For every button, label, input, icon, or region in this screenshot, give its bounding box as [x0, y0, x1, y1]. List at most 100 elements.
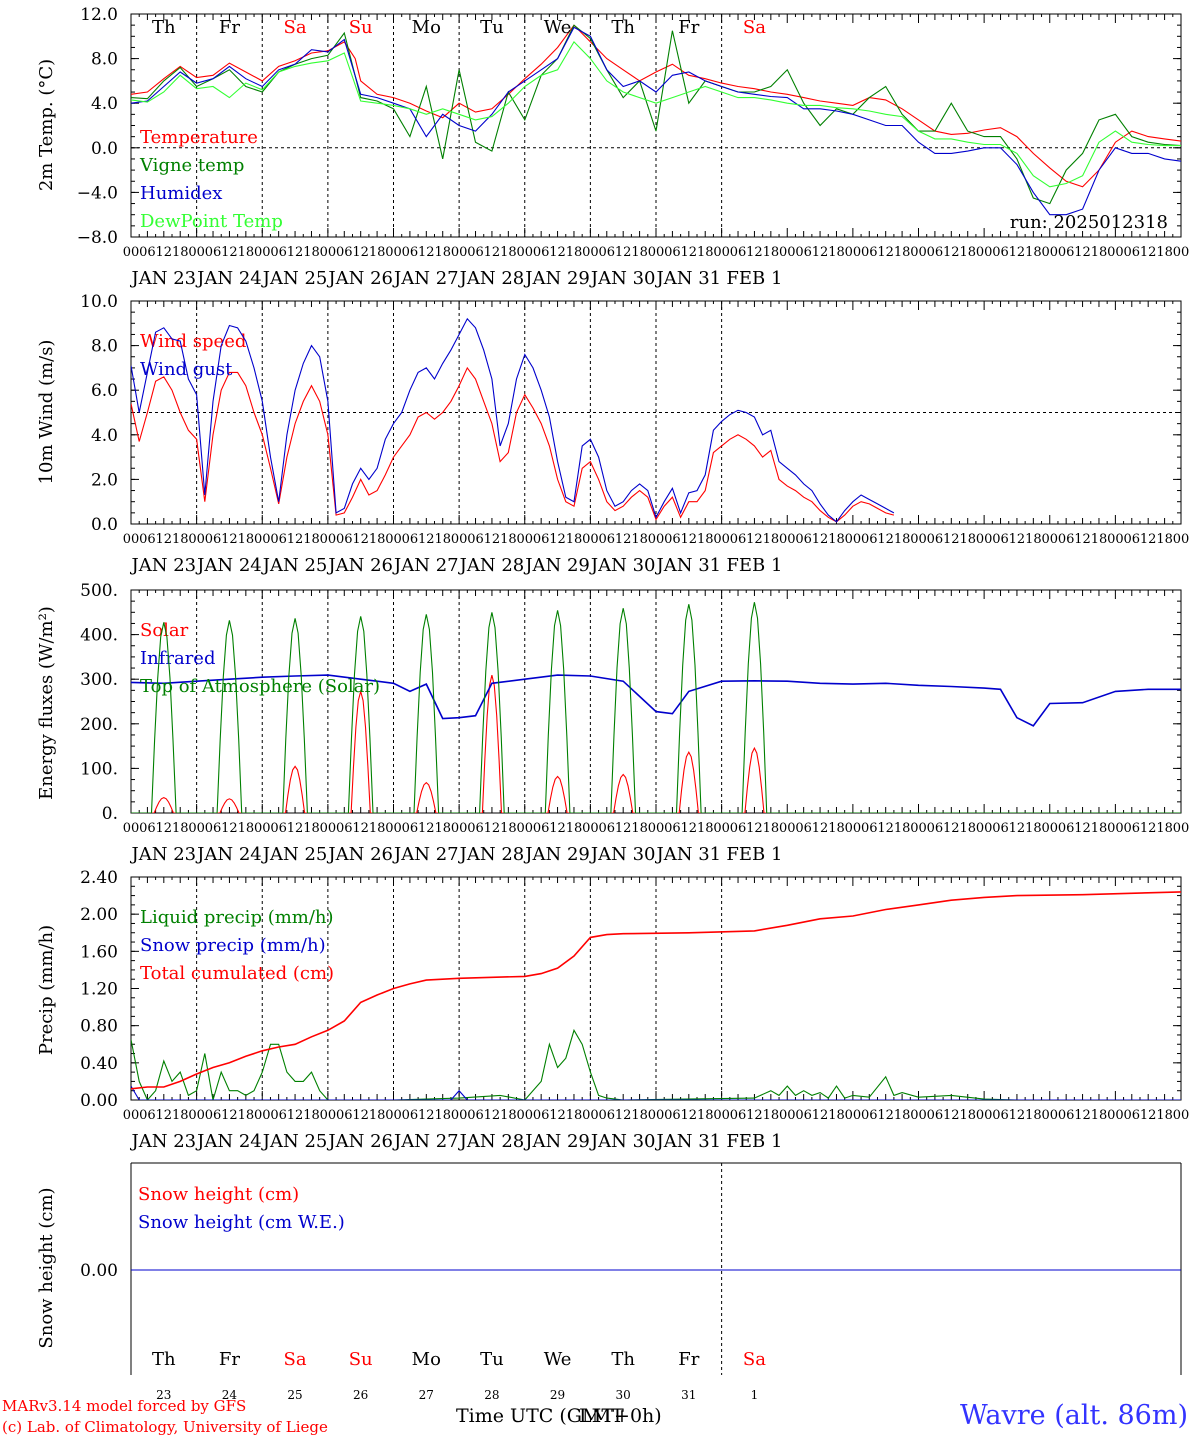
x-hour-label: 06: [664, 532, 681, 547]
x-hour-label: 18: [566, 1108, 583, 1123]
x-hour-label: 06: [336, 245, 353, 260]
x-hour-label: 12: [812, 245, 829, 260]
x-date-label: FEB 1: [726, 555, 782, 576]
x-hour-label: 06: [664, 821, 681, 836]
x-hour-label: 06: [139, 532, 156, 547]
x-date-label: JAN 26: [326, 555, 393, 576]
x-date-label: JAN 29: [523, 555, 590, 576]
x-hour-label: 12: [877, 1108, 894, 1123]
x-hour-label: 00: [845, 532, 862, 547]
x-hour-label: 12: [681, 821, 698, 836]
x-hour-label: 12: [681, 245, 698, 260]
x-hour-label: 00: [1173, 532, 1190, 547]
x-hour-label: 12: [1009, 532, 1026, 547]
x-hour-label: 18: [500, 1108, 517, 1123]
x-date-label: JAN 31: [655, 1131, 722, 1152]
x-date-label: JAN 26: [326, 268, 393, 289]
x-hour-label: 00: [976, 1108, 993, 1123]
x-date-label: JAN 25: [261, 844, 328, 865]
legend-entry: Infrared: [140, 648, 215, 669]
x-date-label: JAN 26: [326, 1131, 393, 1152]
x-hour-label: 00: [123, 821, 140, 836]
panel-5: 0.00 Snow height (cm) Snow height (cm) Snow…: [36, 1162, 1182, 1402]
day-name-label: Th: [152, 17, 176, 38]
x-hour-label: 18: [1156, 821, 1173, 836]
x-hour-label: 18: [894, 532, 911, 547]
x-date-label: JAN 27: [392, 555, 459, 576]
y-axis-label: Precip (mm/h): [36, 925, 57, 1055]
x-hour-label: 00: [1107, 1108, 1124, 1123]
x-hour-label: 18: [172, 1108, 189, 1123]
day-name-label: Sa: [743, 17, 766, 38]
x-hour-label: 00: [320, 532, 337, 547]
x-hour-label: 00: [1107, 821, 1124, 836]
x-hour-label: 12: [418, 1108, 435, 1123]
x-hour-label: 18: [1025, 821, 1042, 836]
x-hour-label: 12: [352, 532, 369, 547]
x-hour-label: 18: [828, 245, 845, 260]
x-hour-label: 06: [795, 532, 812, 547]
x-hour-label: 18: [303, 821, 320, 836]
x-date-label: FEB 1: [726, 1131, 782, 1152]
x-hour-label: 00: [385, 1108, 402, 1123]
x-hour-label: 12: [221, 532, 238, 547]
x-hour-label: 06: [533, 532, 550, 547]
x-hour-label: 18: [1091, 245, 1108, 260]
x-hour-label: 06: [270, 821, 287, 836]
x-hour-label: 06: [927, 245, 944, 260]
x-hour-label: 00: [648, 532, 665, 547]
day-number-label: 31: [681, 1388, 696, 1402]
x-hour-label: 12: [418, 821, 435, 836]
x-hour-label: 06: [533, 245, 550, 260]
x-date-label: JAN 28: [458, 1131, 525, 1152]
series-line-dewpoint-temp: [131, 41, 1181, 188]
x-hour-label: 18: [238, 1108, 255, 1123]
x-hour-label: 12: [221, 245, 238, 260]
x-hour-label: 00: [910, 532, 927, 547]
x-hour-label: 06: [533, 1108, 550, 1123]
panel-3: 500. 400. 300. 200. 100. 0. Energy fluxes (W/m…: [36, 581, 1189, 865]
x-hour-label: 00: [713, 532, 730, 547]
day-name-label: Tu: [480, 17, 504, 38]
x-date-label: JAN 30: [589, 268, 656, 289]
x-hour-label: 06: [1058, 821, 1075, 836]
x-hour-label: 12: [877, 245, 894, 260]
x-hour-label: 12: [1074, 532, 1091, 547]
credit-line-2: (c) Lab. of Climatology, University of L…: [2, 1418, 328, 1436]
x-hour-label: 06: [861, 1108, 878, 1123]
x-hour-label: 00: [188, 1108, 205, 1123]
x-hour-label: 18: [434, 821, 451, 836]
x-hour-label: 12: [156, 245, 173, 260]
x-hour-label: 12: [418, 245, 435, 260]
x-hour-label: 12: [549, 532, 566, 547]
x-hour-label: 12: [615, 245, 632, 260]
x-hour-label: 06: [992, 821, 1009, 836]
series-line-vigne-temp: [131, 24, 1181, 205]
x-hour-label: 00: [845, 245, 862, 260]
x-hour-label: 06: [402, 1108, 419, 1123]
x-hour-label: 00: [188, 532, 205, 547]
x-hour-label: 18: [369, 821, 386, 836]
y-tick-label: 2.40: [80, 868, 118, 888]
x-hour-label: 18: [172, 821, 189, 836]
location-label: Wavre (alt. 86m): [960, 1400, 1188, 1431]
x-hour-label: 00: [976, 532, 993, 547]
x-hour-label: 18: [763, 532, 780, 547]
x-hour-label: 18: [303, 245, 320, 260]
y-tick-label: 2.00: [80, 905, 118, 925]
y-axis-label: Energy fluxes (W/m²): [36, 606, 57, 800]
x-hour-label: 00: [910, 245, 927, 260]
x-hour-label: 00: [320, 245, 337, 260]
x-hour-label: 18: [303, 1108, 320, 1123]
day-name-label: Sa: [284, 1349, 307, 1370]
x-hour-label: 00: [779, 1108, 796, 1123]
x-hour-label: 00: [254, 1108, 271, 1123]
x-hour-label: 18: [1025, 1108, 1042, 1123]
x-hour-label: 18: [566, 245, 583, 260]
x-hour-label: 06: [861, 532, 878, 547]
x-date-label: JAN 31: [655, 555, 722, 576]
x-hour-label: 18: [172, 532, 189, 547]
x-hour-label: 06: [270, 1108, 287, 1123]
y-tick-label: 0.80: [80, 1017, 118, 1037]
panel-frame: [130, 13, 1182, 238]
